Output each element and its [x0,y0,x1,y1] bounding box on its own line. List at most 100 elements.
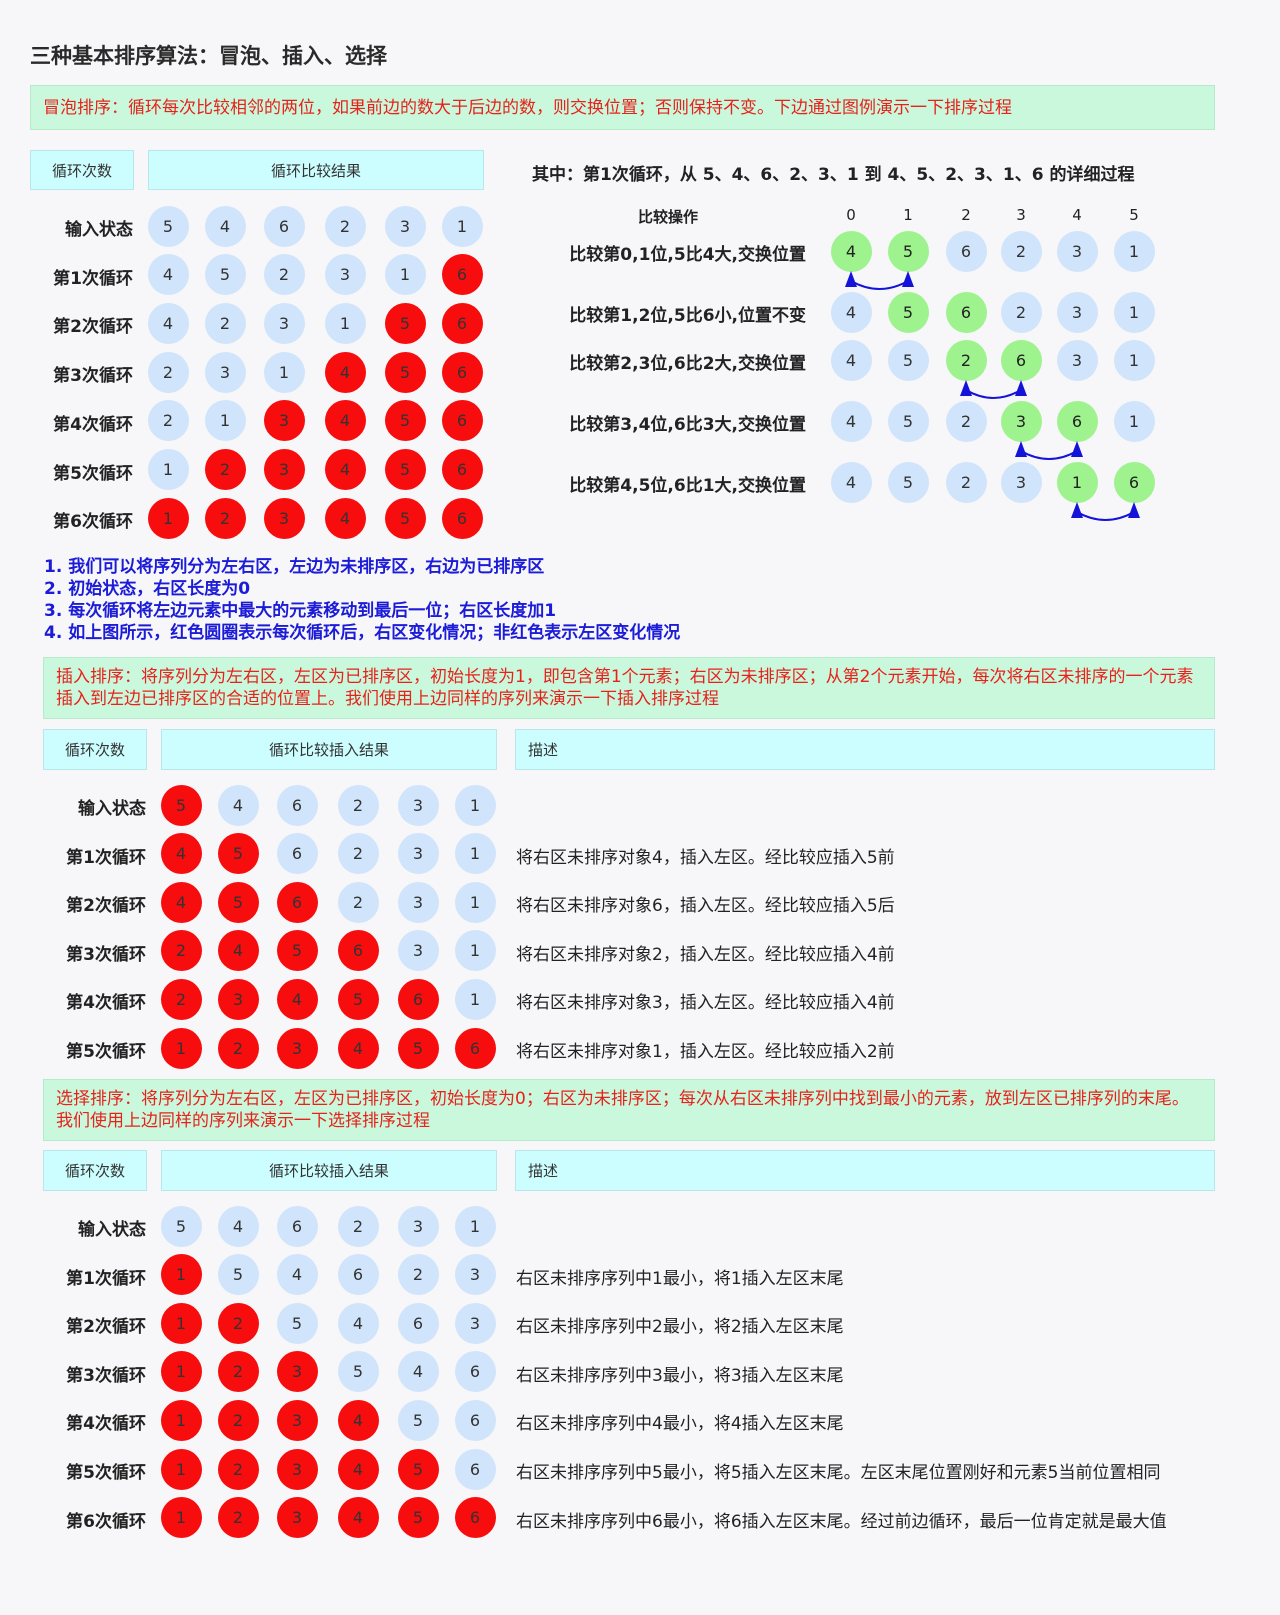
arrow-head [960,380,972,396]
number-circle: 6 [1113,461,1155,503]
number-circle: 6 [276,784,318,826]
insertion-header-desc: 描述 [515,729,1215,770]
number-circle: 3 [263,302,305,344]
number-circle: 5 [204,254,246,296]
number-circle: 6 [1056,400,1098,442]
arrow-head [845,271,857,287]
insertion-header-loop: 循环次数 [43,729,147,770]
number-circle: 6 [1000,339,1042,381]
number-circle: 4 [160,833,202,875]
number-circle: 6 [945,291,987,333]
number-circle: 4 [147,254,189,296]
number-circle: 2 [217,1448,259,1490]
number-circle: 3 [204,351,246,393]
number-circle: 1 [263,351,305,393]
number-circle: 1 [147,449,189,490]
number-circle: 4 [204,205,246,247]
number-circle: 1 [454,881,496,923]
number-circle: 5 [337,1351,379,1393]
swap-arrow [1020,450,1078,460]
number-circle: 1 [160,1254,202,1296]
number-circle: 2 [147,400,189,442]
number-circle: 3 [217,978,259,1020]
number-circle: 1 [204,400,246,442]
number-circle: 3 [276,1448,318,1490]
column-index: 5 [1129,206,1139,224]
row-description: 将右区未排序对象2，插入左区。经比较应插入4前 [516,944,895,965]
number-circle: 2 [204,449,246,490]
row-label: 比较第1,2位,5比6小,位置不变 [569,306,806,326]
row-label: 第2次循环 [53,317,133,338]
row-label: 第4次循环 [53,414,133,435]
number-circle: 2 [337,784,379,826]
number-circle: 3 [454,1302,496,1344]
number-circle: 4 [160,881,202,923]
number-circle: 5 [397,1027,439,1069]
number-circle: 3 [1056,339,1098,381]
row-description: 将右区未排序对象4，插入左区。经比较应插入5前 [516,847,895,868]
row-label: 第2次循环 [66,1317,146,1338]
number-circle: 6 [276,1205,318,1247]
number-circle: 5 [384,400,426,442]
number-circle: 3 [276,1399,318,1441]
number-circle: 3 [263,400,305,442]
number-circle: 5 [887,461,929,503]
number-circle: 4 [217,930,259,972]
number-circle: 4 [830,400,872,442]
row-label: 输入状态 [78,799,146,819]
number-circle: 3 [454,1254,496,1296]
number-circle: 5 [217,1254,259,1296]
number-circle: 3 [1000,400,1042,442]
number-circle: 6 [454,1497,496,1539]
bubble-header-loop: 循环次数 [30,150,134,190]
number-circle: 1 [160,1399,202,1441]
number-circle: 2 [263,254,305,296]
row-label: 比较第0,1位,5比4大,交换位置 [569,245,806,265]
number-circle: 1 [160,1497,202,1539]
number-circle: 2 [337,1205,379,1247]
bubble-intro: 冒泡排序：循环每次比较相邻的两位，如果前边的数大于后边的数，则交换位置；否则保持… [30,85,1215,130]
number-circle: 3 [276,1351,318,1393]
number-circle: 6 [441,351,483,393]
number-circle: 4 [324,400,366,442]
number-circle: 6 [454,1351,496,1393]
row-label: 比较第3,4位,6比3大,交换位置 [569,415,806,435]
number-circle: 1 [454,784,496,826]
number-circle: 6 [397,1302,439,1344]
selection-header-desc: 描述 [515,1150,1215,1191]
page-title: 三种基本排序算法：冒泡、插入、选择 [30,44,387,68]
number-circle: 2 [204,497,246,539]
number-circle: 1 [160,1351,202,1393]
number-circle: 1 [160,1302,202,1344]
bubble-note: 4. 如上图所示，红色圆圈表示每次循环后，右区变化情况；非红色表示左区变化情况 [44,623,681,643]
row-description: 右区未排序序列中4最小，将4插入左区末尾 [516,1414,844,1435]
number-circle: 4 [830,291,872,333]
number-circle: 4 [830,230,872,272]
number-circle: 5 [384,351,426,393]
row-description: 将右区未排序对象1，插入左区。经比较应插入2前 [516,1042,895,1062]
row-description: 右区未排序序列中5最小，将5插入左区末尾。左区末尾位置刚好和元素5当前位置相同 [516,1463,1161,1483]
number-circle: 2 [337,881,379,923]
number-circle: 6 [263,205,305,247]
row-label: 第4次循环 [66,1414,146,1435]
row-label: 第5次循环 [66,1463,146,1483]
row-description: 将右区未排序对象6，插入左区。经比较应插入5后 [516,896,895,917]
number-circle: 6 [454,1027,496,1069]
number-circle: 1 [1056,461,1098,503]
number-circle: 6 [441,497,483,539]
row-description: 右区未排序序列中6最小，将6插入左区末尾。经过前边循环，最后一位肯定就是最大值 [516,1511,1167,1532]
number-circle: 5 [217,881,259,923]
arrow-head [902,271,914,287]
number-circle: 4 [276,978,318,1020]
arrow-head [1128,502,1140,518]
row-description: 将右区未排序对象3，插入左区。经比较应插入4前 [516,993,895,1014]
row-label: 第6次循环 [66,1511,146,1532]
number-circle: 3 [1000,461,1042,503]
bubble-detail-title: 其中：第1次循环，从 5、4、6、2、3、1 到 4、5、2、3、1、6 的详细… [532,165,1135,185]
number-circle: 2 [217,1302,259,1344]
number-circle: 2 [945,461,987,503]
bubble-note: 2. 初始状态，右区长度为0 [44,579,251,599]
number-circle: 1 [1113,230,1155,272]
number-circle: 2 [217,1497,259,1539]
number-circle: 6 [945,230,987,272]
